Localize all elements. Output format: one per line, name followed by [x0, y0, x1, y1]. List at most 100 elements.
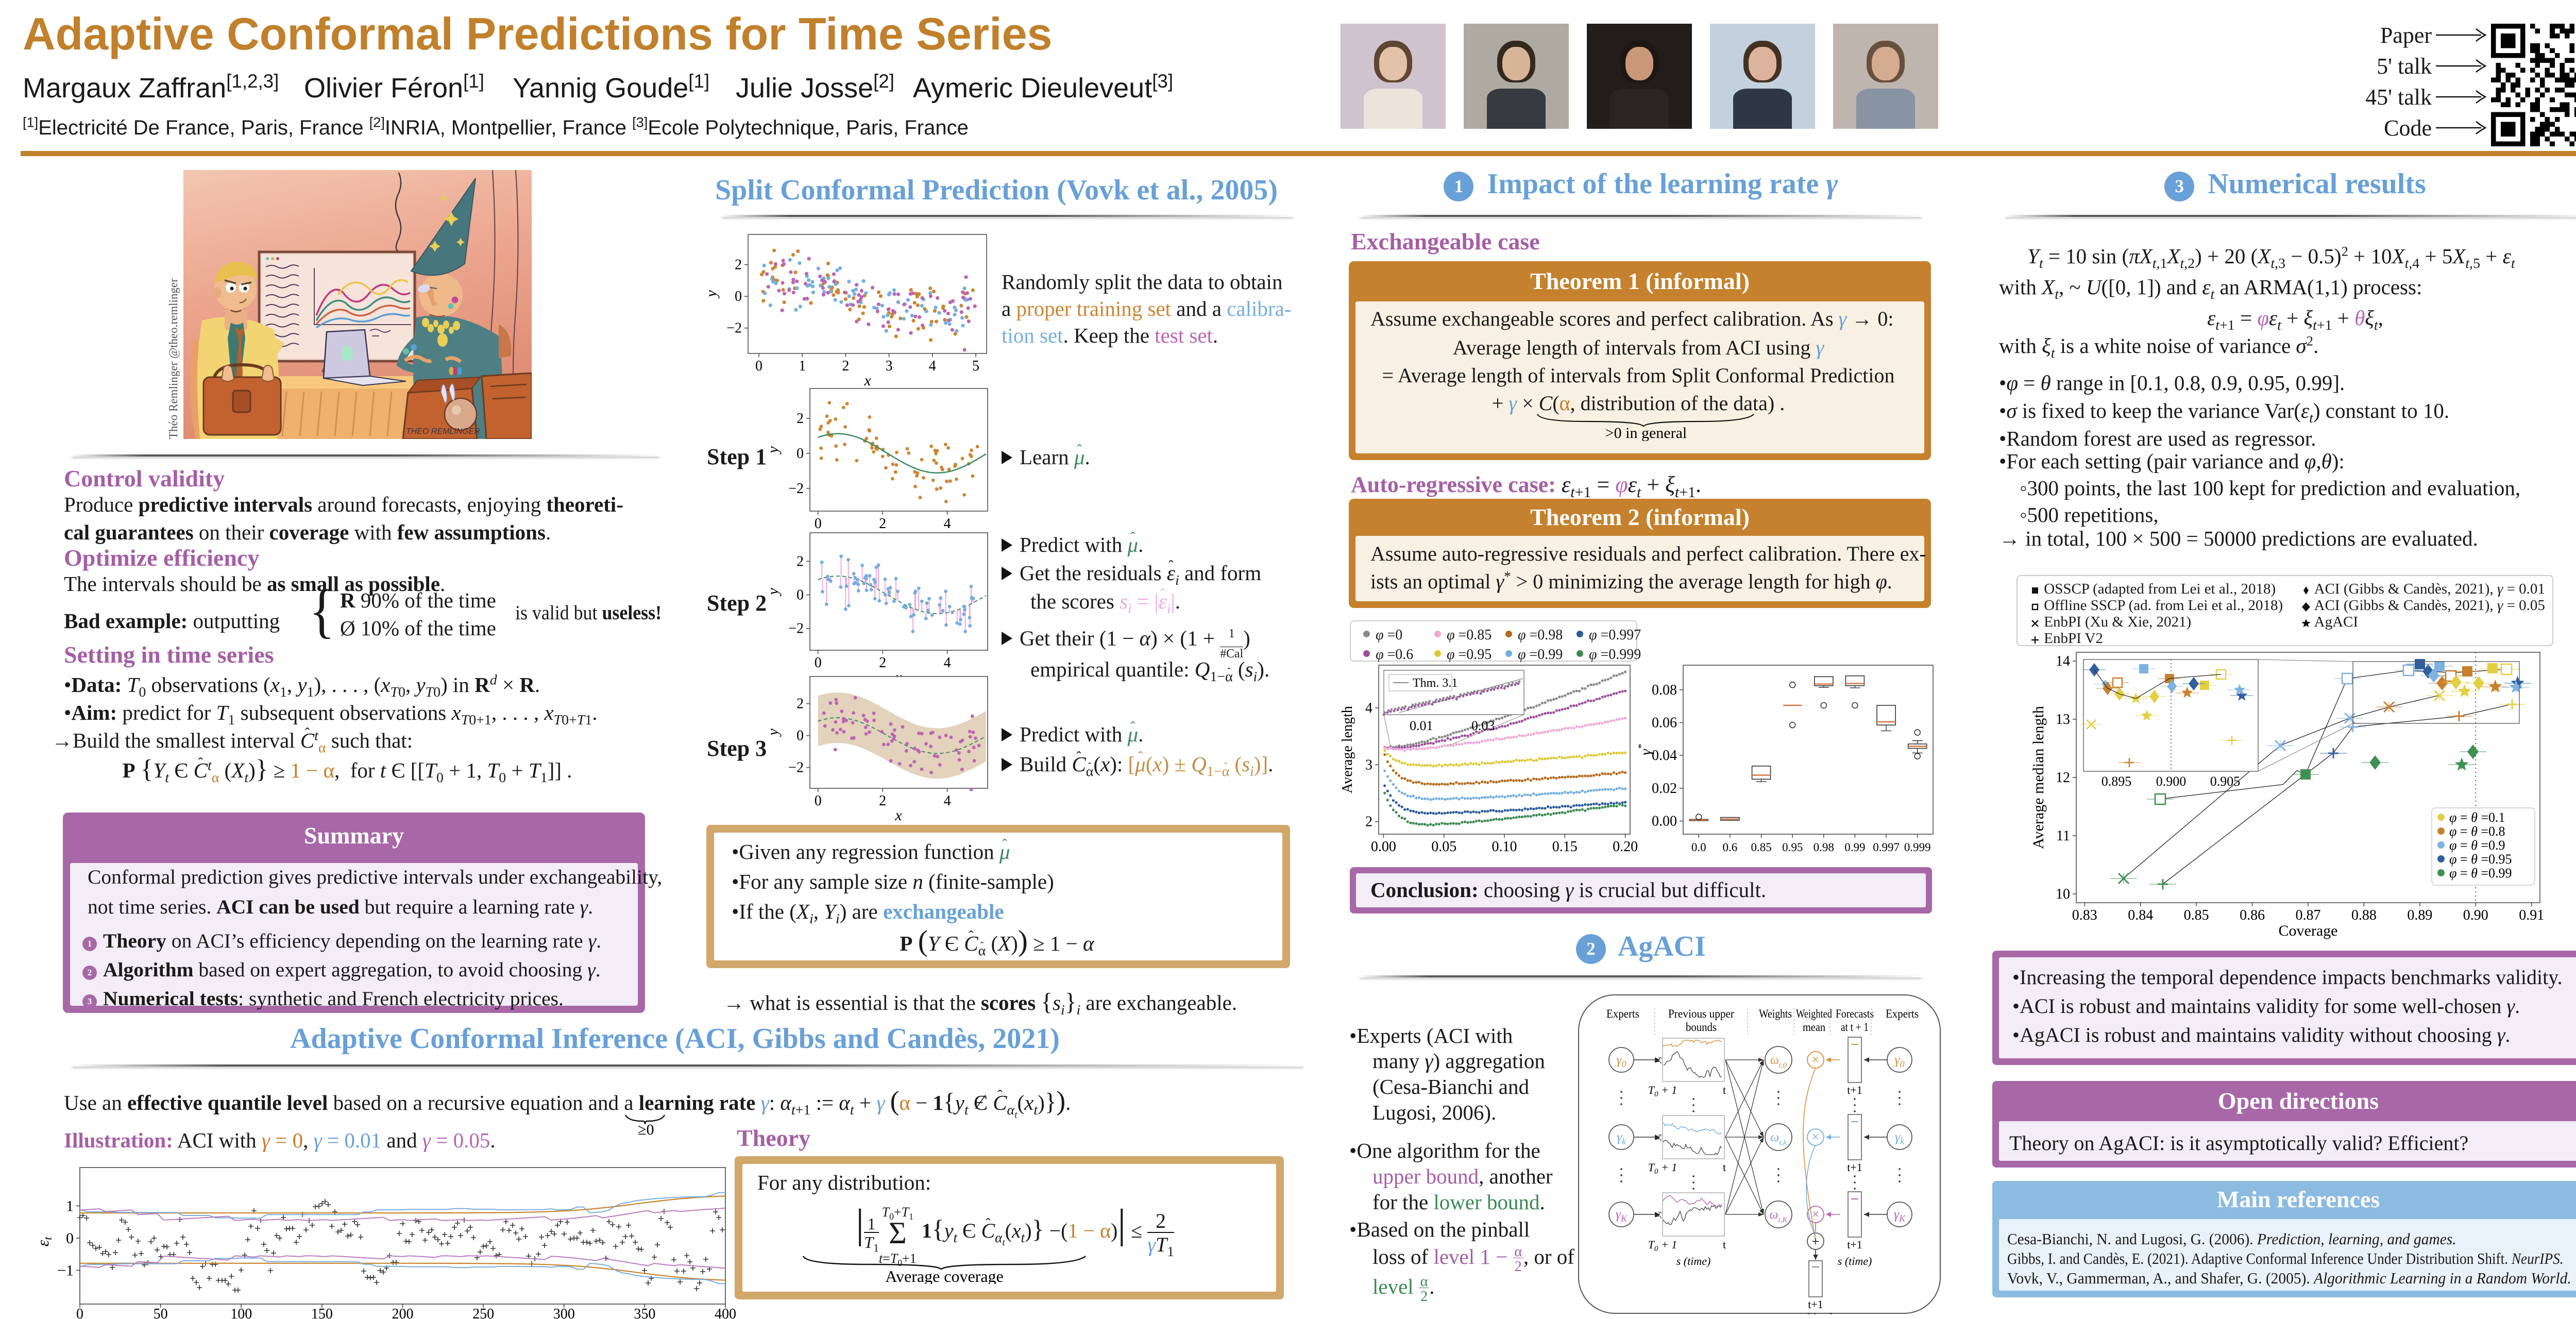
svg-text:y: y [765, 729, 782, 737]
svg-text:0.84: 0.84 [2128, 907, 2153, 923]
svg-text:0.01: 0.01 [1410, 718, 1433, 733]
svg-text:0.85: 0.85 [2184, 907, 2209, 923]
svg-text:4: 4 [1365, 700, 1372, 716]
svg-text:Weighted: Weighted [1796, 1007, 1832, 1020]
svg-text:5: 5 [972, 358, 979, 374]
svg-text:50: 50 [154, 1306, 168, 1319]
svg-text:t: t [1723, 1084, 1726, 1096]
svg-text:2: 2 [796, 696, 804, 712]
svg-text:1: 1 [799, 358, 806, 374]
svg-text:y: y [765, 446, 782, 455]
svg-text:φ = θ =0.8: φ = θ =0.8 [2449, 824, 2505, 839]
svg-text:0.05: 0.05 [1431, 839, 1456, 855]
svg-text:s (time): s (time) [1799, 1310, 1833, 1314]
svg-text:t+1: t+1 [1847, 1084, 1862, 1096]
svg-text:Average median length: Average median length [2030, 706, 2047, 849]
svg-text:350: 350 [634, 1306, 655, 1319]
svg-text:0.00: 0.00 [1652, 814, 1677, 830]
svg-text:13: 13 [2056, 712, 2070, 728]
svg-text:0: 0 [796, 728, 804, 744]
svg-text:2: 2 [1365, 814, 1372, 830]
svg-text:300: 300 [553, 1306, 575, 1319]
svg-text:4: 4 [944, 655, 951, 671]
svg-text:0: 0 [755, 358, 762, 374]
svg-text:εt: εt [33, 1237, 54, 1247]
svg-text:γ: γ [1501, 853, 1508, 859]
svg-text:−2: −2 [788, 621, 804, 637]
svg-text:150: 150 [311, 1306, 333, 1319]
svg-text:−2: −2 [726, 320, 742, 336]
svg-text:2: 2 [879, 516, 886, 532]
svg-text:−1: −1 [57, 1262, 74, 1279]
svg-text:φ = θ =0.1: φ = θ =0.1 [2449, 810, 2505, 825]
svg-text:4: 4 [944, 793, 951, 809]
svg-text:2: 2 [879, 793, 886, 809]
svg-text:0.15: 0.15 [1552, 839, 1578, 855]
svg-text:2: 2 [879, 655, 886, 671]
svg-text:y: y [765, 588, 782, 597]
svg-text:200: 200 [392, 1306, 414, 1319]
svg-text:0.98: 0.98 [1814, 841, 1834, 854]
svg-text:t: t [1723, 1161, 1726, 1174]
svg-text:x: x [863, 372, 871, 389]
svg-text:0.999: 0.999 [1904, 841, 1931, 854]
svg-text:2: 2 [842, 358, 849, 374]
svg-text:4: 4 [944, 516, 951, 532]
svg-text:0.95: 0.95 [1782, 841, 1803, 854]
svg-text:0: 0 [76, 1306, 83, 1319]
svg-text:THEO REMLINGER: THEO REMLINGER [406, 427, 480, 436]
svg-text:0: 0 [66, 1230, 74, 1247]
svg-text:φ = θ =0.99: φ = θ =0.99 [2449, 866, 2512, 881]
svg-text:0.88: 0.88 [2351, 907, 2377, 923]
svg-text:t+1: t+1 [1847, 1161, 1862, 1174]
svg-text:0: 0 [815, 516, 822, 532]
svg-text:×: × [1812, 1052, 1820, 1067]
svg-text:bounds: bounds [1686, 1021, 1717, 1034]
svg-text:0.86: 0.86 [2240, 907, 2265, 923]
svg-text:0.905: 0.905 [2210, 774, 2241, 789]
svg-text:Experts: Experts [1606, 1007, 1639, 1020]
svg-text:T0 + 1: T0 + 1 [1648, 1238, 1677, 1253]
svg-text:11: 11 [2056, 828, 2070, 844]
svg-text:1: 1 [66, 1198, 74, 1215]
svg-text:0.91: 0.91 [2519, 907, 2544, 923]
svg-text:400: 400 [715, 1306, 736, 1319]
svg-text:14: 14 [2056, 653, 2070, 669]
svg-text:−2: −2 [788, 760, 804, 776]
svg-text:2: 2 [796, 411, 804, 427]
svg-text:0: 0 [796, 446, 804, 462]
svg-text:≥0: ≥0 [638, 1121, 654, 1137]
svg-text:0.85: 0.85 [1751, 841, 1771, 854]
svg-text:Average coverage: Average coverage [885, 1267, 1003, 1284]
svg-text:0.895: 0.895 [2102, 774, 2132, 789]
svg-text:250: 250 [472, 1306, 494, 1319]
svg-text:12: 12 [2056, 770, 2070, 786]
svg-text:0.03: 0.03 [1471, 718, 1495, 733]
svg-text:φ = θ =0.95: φ = θ =0.95 [2449, 852, 2512, 867]
svg-text:2: 2 [796, 553, 804, 569]
svg-text:Forecasts: Forecasts [1836, 1007, 1874, 1020]
svg-text:t: t [1723, 1238, 1726, 1251]
svg-text:0.83: 0.83 [2072, 907, 2097, 923]
svg-text:−2: −2 [788, 481, 804, 497]
svg-text:0.997: 0.997 [1873, 841, 1900, 854]
svg-text:0.08: 0.08 [1652, 682, 1677, 698]
svg-text:x: x [894, 669, 902, 676]
svg-text:0.0: 0.0 [1691, 841, 1706, 854]
svg-text:Weights: Weights [1759, 1007, 1792, 1020]
svg-text:10: 10 [2056, 886, 2070, 902]
svg-text:0.00: 0.00 [1371, 839, 1396, 855]
svg-text:φ: φ [1804, 853, 1813, 859]
svg-text:0: 0 [796, 587, 804, 603]
svg-text:0.99: 0.99 [1844, 841, 1865, 854]
svg-text:Average length: Average length [1341, 706, 1355, 793]
svg-text:>0 in general: >0 in general [1605, 425, 1687, 441]
svg-text:0.89: 0.89 [2407, 907, 2432, 923]
svg-text:x: x [894, 807, 902, 824]
svg-text:φ = θ =0.9: φ = θ =0.9 [2449, 838, 2505, 853]
svg-text:0.87: 0.87 [2296, 907, 2321, 923]
svg-text:t+1: t+1 [1847, 1238, 1862, 1251]
svg-text:×: × [1812, 1207, 1820, 1222]
svg-text:t+1: t+1 [1808, 1298, 1823, 1311]
svg-text:Experts: Experts [1886, 1007, 1919, 1020]
